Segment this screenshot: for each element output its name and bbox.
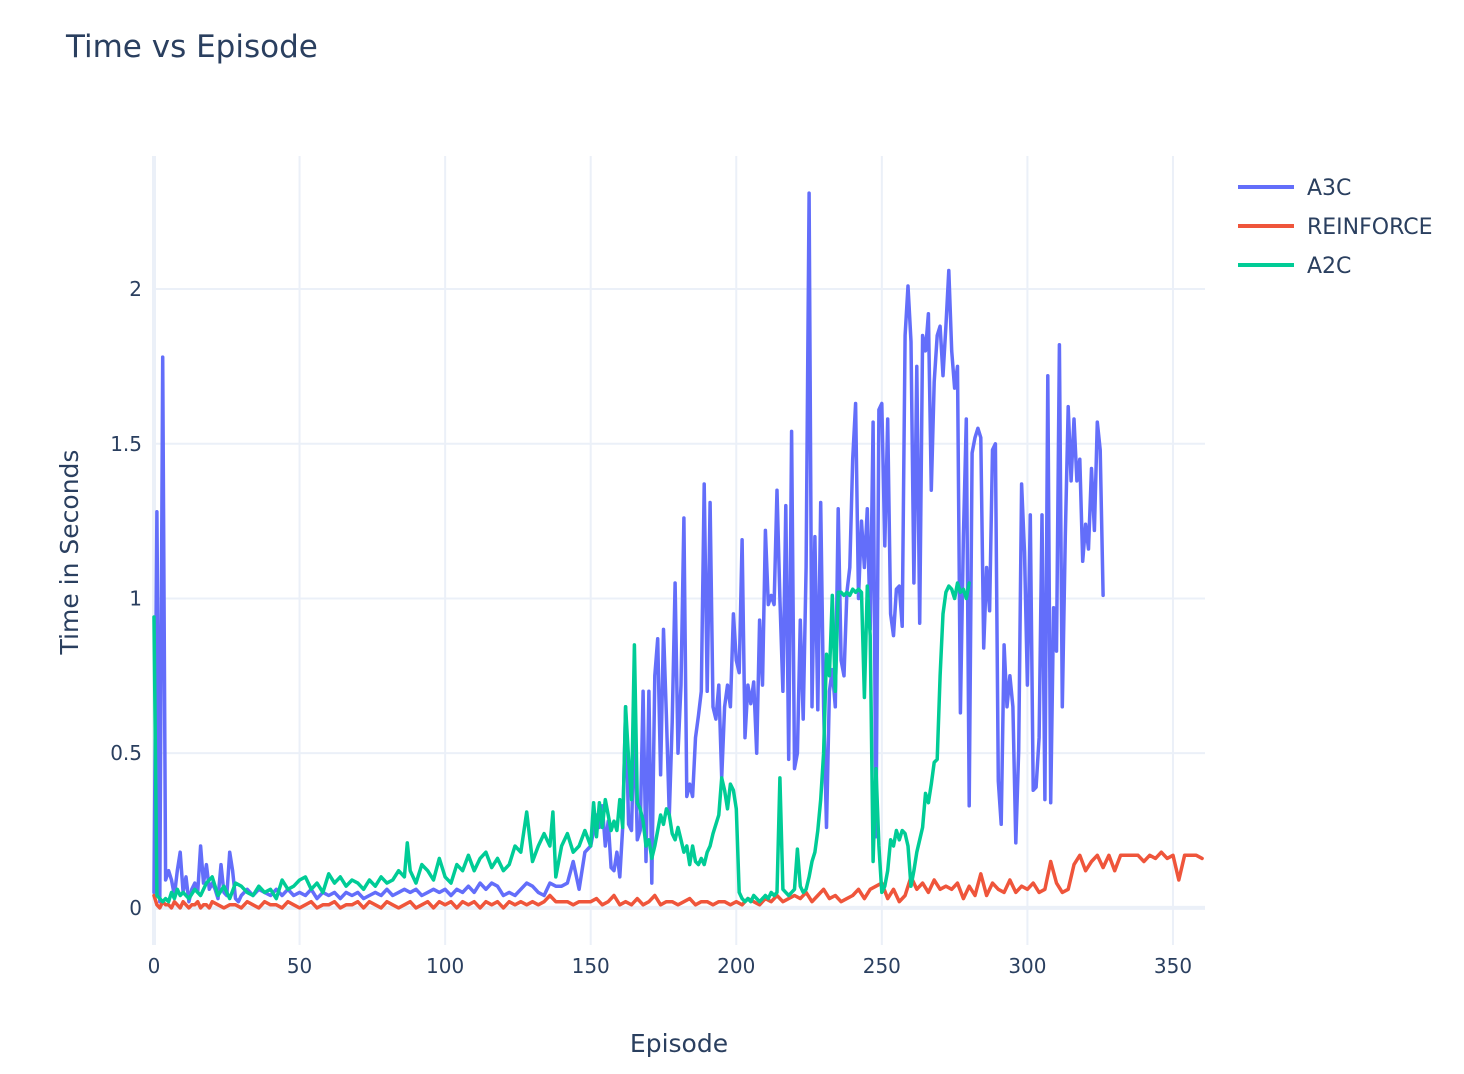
x-tick-label-0: 0: [148, 954, 161, 978]
series-lines: [152, 191, 1204, 910]
x-tick-label-1: 50: [287, 954, 312, 978]
y-tick-label-2: 1: [129, 586, 142, 610]
legend-item-reinforce[interactable]: REINFORCE: [1238, 215, 1433, 240]
x-tick-label-7: 350: [1154, 954, 1192, 978]
chart-title: Time vs Episode: [65, 29, 318, 65]
x-tick-label-6: 300: [1008, 954, 1046, 978]
legend[interactable]: A3C REINFORCE A2C: [1238, 176, 1433, 279]
x-axis-title: Episode: [630, 1029, 728, 1058]
x-tick-labels: 0 50 100 150 200 250 300 350: [148, 954, 1192, 978]
y-axis-title: Time in Seconds: [55, 450, 84, 656]
y-tick-label-1: 0.5: [110, 741, 142, 765]
y-tick-label-3: 1.5: [110, 432, 142, 456]
legend-item-a3c[interactable]: A3C: [1238, 176, 1351, 201]
y-tick-label-4: 2: [129, 277, 142, 301]
y-tick-label-0: 0: [129, 896, 142, 920]
legend-item-a2c[interactable]: A2C: [1238, 254, 1351, 279]
y-grid: [154, 288, 1205, 910]
legend-label-a2c: A2C: [1307, 254, 1351, 279]
x-tick-label-2: 100: [426, 954, 464, 978]
series-line-a3c: [152, 191, 1105, 904]
y-tick-labels: 0 0.5 1 1.5 2: [110, 277, 142, 920]
legend-label-a3c: A3C: [1307, 176, 1351, 201]
plot-area: [152, 191, 1204, 910]
series-line-reinforce: [152, 850, 1204, 910]
series-line-a2c: [152, 581, 971, 904]
x-tick-label-3: 150: [572, 954, 610, 978]
legend-label-reinforce: REINFORCE: [1307, 215, 1433, 240]
x-tick-label-5: 250: [863, 954, 901, 978]
x-tick-label-4: 200: [717, 954, 755, 978]
